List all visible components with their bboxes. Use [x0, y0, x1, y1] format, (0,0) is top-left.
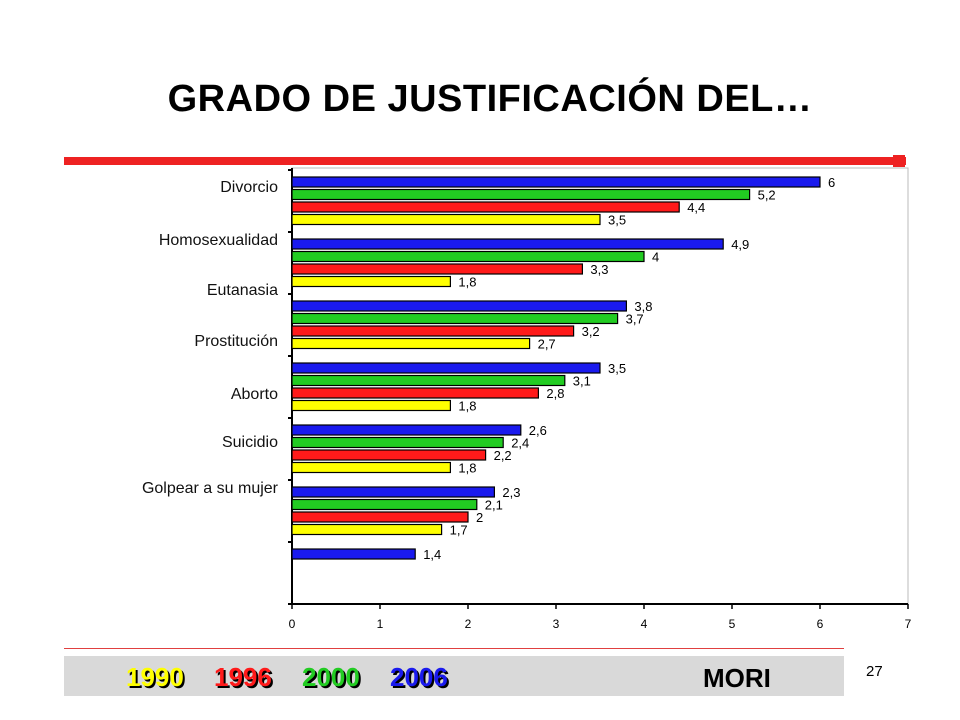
bar-5-4 — [291, 461, 451, 474]
category-label: Aborto — [231, 386, 278, 403]
bar-value-label: 1,8 — [458, 275, 476, 290]
bar-2-4 — [291, 275, 451, 288]
bar-value-label: 3,8 — [634, 299, 652, 314]
bar-2-2 — [291, 250, 645, 263]
bar-1-3 — [291, 201, 680, 213]
category-label: Golpear a su mujer — [142, 480, 279, 497]
bar-4-3 — [291, 387, 539, 399]
bar-value-label: 6 — [828, 175, 835, 190]
bar-value-label: 4,4 — [687, 200, 705, 215]
bar-1-2 — [291, 188, 751, 201]
bar-value-label: 2,2 — [494, 448, 512, 463]
bar-value-label: 4,9 — [731, 237, 749, 252]
bar-value-label: 2,7 — [538, 337, 556, 352]
bar-value-label: 3,3 — [590, 262, 608, 277]
bar-value-label: 1,8 — [458, 399, 476, 414]
x-tick-label: 7 — [905, 617, 912, 631]
category-label: Homosexualidad — [159, 232, 278, 249]
bar-1-4 — [291, 213, 601, 226]
bar-value-label: 3,7 — [626, 312, 644, 327]
title-underline-end — [893, 155, 905, 167]
bar-2-1 — [291, 238, 724, 250]
bar-4-2 — [291, 374, 566, 387]
bar-value-label: 1,7 — [450, 523, 468, 538]
category-label: Prostitución — [194, 333, 278, 350]
bar-4-1 — [291, 362, 601, 374]
bar-5-1 — [291, 424, 522, 436]
bar-6-2 — [291, 498, 478, 511]
legend-year-1996: 1996 — [214, 662, 272, 692]
bar-6-3 — [291, 511, 469, 523]
legend-year-2000: 2000 — [302, 662, 360, 692]
category-label: Suicidio — [222, 434, 278, 451]
bar-2-3 — [291, 263, 583, 275]
bar-value-label: 3,1 — [573, 374, 591, 389]
bar-7-1 — [291, 548, 416, 560]
footer-divider — [64, 648, 844, 649]
bar-value-label: 3,5 — [608, 213, 626, 228]
bar-6-4 — [291, 523, 443, 536]
bar-value-label: 2 — [476, 510, 483, 525]
x-tick-label: 3 — [553, 617, 560, 631]
x-tick-label: 2 — [465, 617, 472, 631]
category-label: Divorcio — [220, 179, 278, 196]
bar-value-label: 3,5 — [608, 361, 626, 376]
bar-5-3 — [291, 449, 487, 461]
bar-value-label: 2,8 — [546, 386, 564, 401]
x-tick-label: 0 — [289, 617, 296, 631]
legend-year-1990: 1990 — [126, 662, 184, 692]
bar-3-4 — [291, 337, 531, 350]
bar-value-label: 2,6 — [529, 423, 547, 438]
bar-value-label: 4 — [652, 250, 659, 265]
bar-value-label: 3,2 — [582, 324, 600, 339]
legend-year-2006: 2006 — [390, 662, 448, 692]
slide-title: GRADO DE JUSTIFICACIÓN DEL… — [167, 78, 813, 120]
bar-value-label: 2,4 — [511, 436, 529, 451]
bar-value-label: 5,2 — [758, 188, 776, 203]
bar-3-3 — [291, 325, 575, 337]
bar-value-label: 1,8 — [458, 461, 476, 476]
title-underline — [64, 157, 906, 165]
bar-value-label: 2,3 — [502, 485, 520, 500]
page-number: 27 — [866, 663, 883, 680]
bar-value-label: 1,4 — [423, 547, 441, 562]
x-tick-label: 1 — [377, 617, 384, 631]
bar-4-4 — [291, 399, 451, 412]
bar-3-1 — [291, 300, 627, 312]
source-label: MORI — [703, 663, 771, 693]
bar-value-label: 2,1 — [485, 498, 503, 513]
legend-strip — [64, 656, 844, 696]
bar-3-2 — [291, 312, 619, 325]
bar-1-1 — [291, 176, 821, 188]
bar-5-2 — [291, 436, 504, 449]
bar-6-1 — [291, 486, 495, 498]
x-tick-label: 6 — [817, 617, 824, 631]
x-tick-label: 4 — [641, 617, 648, 631]
x-tick-label: 5 — [729, 617, 736, 631]
category-label: Eutanasia — [207, 282, 278, 299]
